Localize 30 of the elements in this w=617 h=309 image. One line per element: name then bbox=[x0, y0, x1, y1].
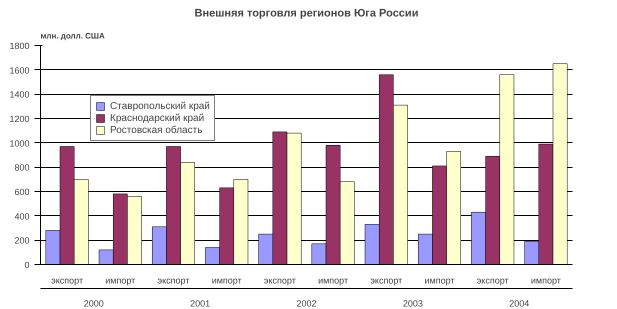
y-tick-label: 1800 bbox=[9, 41, 30, 51]
x-tick-label: экспорт bbox=[51, 276, 84, 286]
y-tick-label: 1400 bbox=[9, 90, 30, 100]
x-tick-label: импорт bbox=[318, 276, 348, 286]
x-tick-label: экспорт bbox=[476, 276, 509, 286]
chart-title: Внешняя торговля регионов Юга России bbox=[194, 8, 418, 20]
text: 2000 bbox=[84, 298, 104, 308]
legend-label: Краснодарский край bbox=[110, 112, 204, 124]
legend-label: Ростовская область bbox=[110, 124, 202, 136]
x-tick-label: импорт bbox=[530, 276, 561, 286]
y-tick-label: 200 bbox=[14, 236, 30, 246]
y-tick-label: 1200 bbox=[9, 114, 30, 124]
legend-label: Ставропольский край bbox=[110, 100, 210, 112]
y-tick-label: 0 bbox=[24, 260, 30, 270]
y-tick-label: 400 bbox=[14, 211, 30, 222]
text: 2002 bbox=[296, 298, 317, 308]
x-tick-label: экспорт bbox=[370, 276, 402, 286]
text: 2004 bbox=[509, 298, 530, 308]
y-axis-title: млн. долл. США bbox=[40, 32, 105, 40]
text: 2003 bbox=[402, 298, 423, 308]
x-tick-label: экспорт bbox=[158, 276, 190, 286]
y-tick-label: 1600 bbox=[9, 65, 30, 76]
x-tick-label: импорт bbox=[212, 276, 242, 286]
x-tick-label: экспорт bbox=[264, 276, 296, 286]
y-tick-label: 1000 bbox=[9, 138, 30, 148]
y-tick-label: 600 bbox=[14, 187, 30, 197]
text: 2001 bbox=[190, 298, 210, 308]
y-tick-label: 800 bbox=[14, 162, 30, 173]
x-tick-label: импорт bbox=[424, 276, 455, 286]
x-tick-label: импорт bbox=[105, 276, 136, 286]
